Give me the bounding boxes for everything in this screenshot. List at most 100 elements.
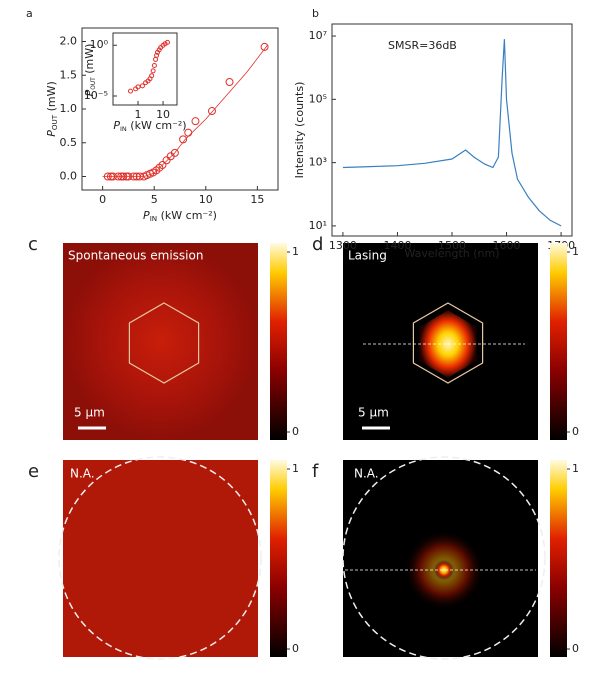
series-line [342,39,562,227]
plot-frame [331,23,573,237]
x-tick-label: 15 [250,193,264,206]
label-main: P [113,119,120,132]
axis-label: Intensity (counts) [293,82,306,179]
panel-f: f N.A. [312,456,546,660]
point [108,172,117,181]
y-tick-label: 10⁰ [90,38,109,51]
colorbar-tick-label: 1 [292,245,299,258]
point [114,172,123,181]
point [103,172,112,181]
axis-label: PIN (kW cm⁻²) [143,209,217,223]
panel-label: f [312,461,319,482]
point [162,156,171,165]
point [150,68,156,74]
spot [434,560,454,580]
y-tick-label: 1.0 [60,102,78,115]
label-sub: OUT [91,77,97,90]
y-tick-label: 10³ [309,156,327,169]
annotation: SMSR=36dB [388,39,457,52]
x-tick-label: 10 [199,193,213,206]
point [149,73,155,79]
point [184,128,193,137]
scale-label: 5 µm [74,406,105,420]
label-main: P [45,130,58,137]
label-unit: (mW) [83,44,96,78]
point [127,88,133,94]
caption: Spontaneous emission [68,249,203,263]
point [170,148,179,157]
caption: N.A. [70,467,95,481]
panel-label: b [312,7,319,20]
colorbar [550,243,567,440]
caption: Lasing [348,249,387,263]
x-tick-label: 1300 [329,239,357,252]
label-unit: (kW cm⁻²) [127,119,187,132]
x-tick-label: 0 [99,193,106,206]
y-tick-label: 1.5 [60,68,78,81]
y-tick-label: 10⁻⁵ [84,89,108,102]
na-circle [58,456,262,660]
plot-frame [112,32,178,106]
point [179,135,188,144]
x-tick-label: 1 [135,108,142,121]
panel-label: d [312,234,323,255]
point [129,172,138,181]
label-sub: IN [150,214,157,223]
point [158,161,167,170]
colorbar-tick-label: 1 [572,245,579,258]
image [63,460,258,657]
panel-label: c [28,234,38,255]
point [154,52,160,58]
image [63,243,258,440]
x-tick-label: 1500 [438,239,466,252]
hexagon [128,302,200,384]
point [162,41,168,47]
colorbar [270,460,287,657]
na-circle [342,456,546,660]
x-tick-label: 5 [151,193,158,206]
y-tick-label: 0.5 [60,136,78,149]
label-main: P [143,209,150,222]
x-tick-label: 1600 [493,239,521,252]
point [119,172,128,181]
y-tick-label: 10⁵ [309,92,327,105]
point [139,83,145,89]
colorbar [550,460,567,657]
point [124,172,133,181]
y-tick-label: 10⁷ [309,29,327,42]
axis-label: PIN (kW cm⁻²) [113,119,186,133]
colorbar-tick-label: 1 [572,462,579,475]
panel-d: d Lasing 5 µm [312,234,538,440]
colorbar [270,243,287,440]
axis-label: POUT (mW) [83,44,97,97]
point [191,117,200,126]
plot-frame [81,27,279,191]
label-main: P [83,89,96,96]
y-tick-label: 0.0 [60,170,78,183]
panel-c: c Spontaneous emission 5 µm [28,234,258,440]
caption: N.A. [354,467,379,481]
panel-label: a [26,7,33,20]
label-sub: OUT [50,114,59,130]
scale-label: 5 µm [358,406,389,420]
point [164,39,170,45]
point [207,107,216,116]
colorbar-tick-label: 0 [292,425,299,438]
y-tick-label: 10¹ [309,219,327,232]
fit-line [102,44,269,177]
colorbar-tick-label: 0 [572,425,579,438]
point [260,42,269,51]
axis-label: Wavelength (nm) [404,247,499,260]
panel-label: e [28,461,39,482]
point [225,78,234,86]
hexagon [412,302,484,384]
colorbar-tick-label: 0 [292,642,299,655]
label-unit: (mW) [45,81,58,115]
panel-e: e N.A. [28,456,262,660]
colorbar-tick-label: 0 [572,642,579,655]
point [151,63,157,69]
point [135,84,141,90]
axis-label: POUT (mW) [45,81,59,137]
label-unit: (kW cm⁻²) [157,209,217,222]
